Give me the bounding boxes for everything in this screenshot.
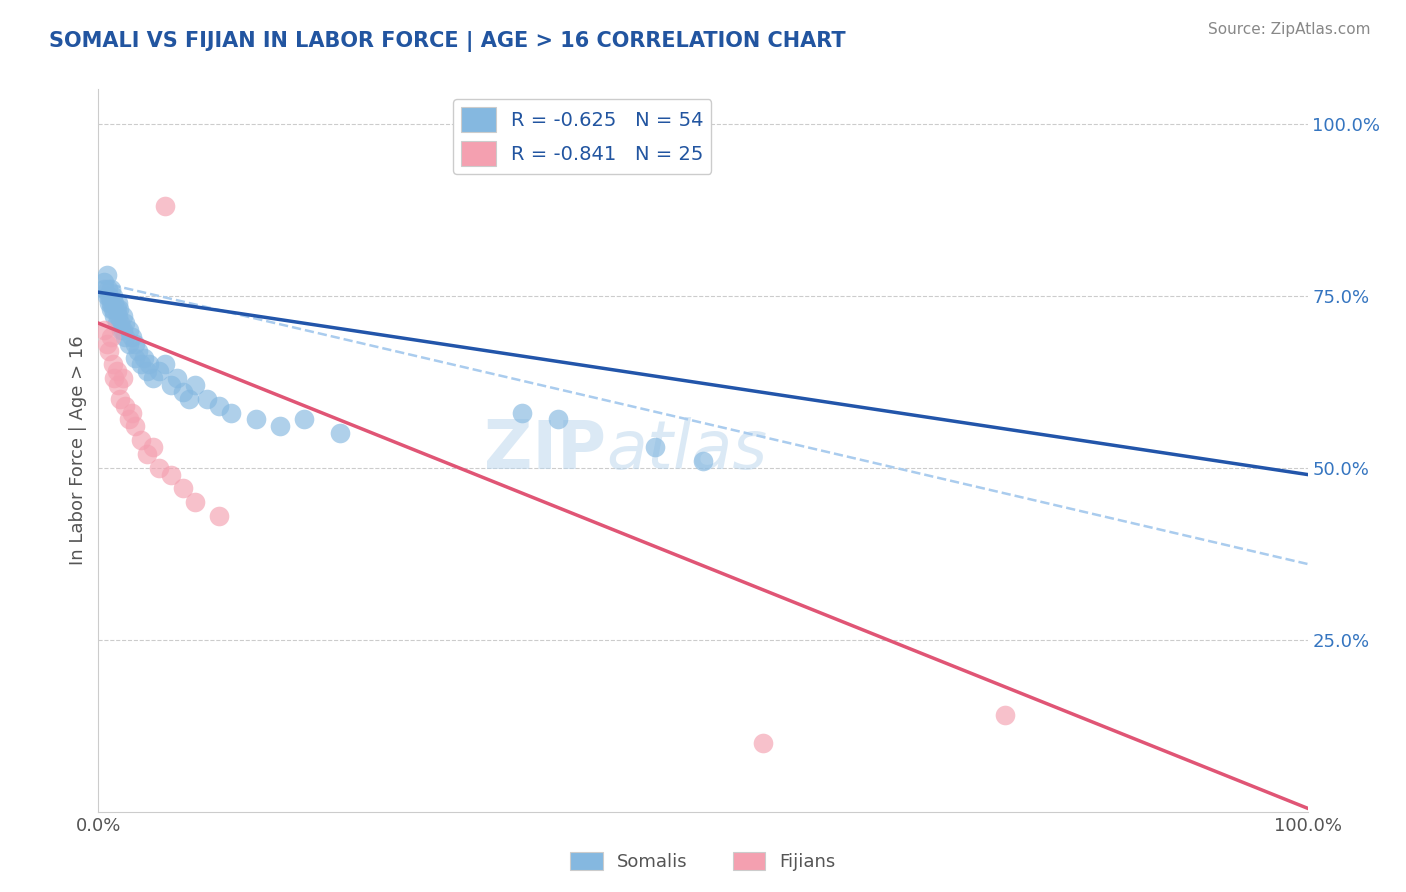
Point: [100, 330, 122, 344]
Point: [111, 371, 134, 385]
Point: [135, 447, 157, 461]
Point: [269, 419, 291, 434]
Point: [994, 708, 1017, 723]
Text: Source: ZipAtlas.com: Source: ZipAtlas.com: [1208, 22, 1371, 37]
Point: [160, 378, 183, 392]
Point: [172, 481, 194, 495]
Point: [114, 330, 136, 344]
Point: [96, 268, 118, 282]
Point: [108, 392, 131, 406]
Point: [103, 310, 125, 324]
Point: [108, 302, 131, 317]
Point: [101, 288, 124, 302]
Text: atlas: atlas: [606, 417, 768, 483]
Point: [110, 323, 132, 337]
Point: [98, 288, 121, 302]
Point: [245, 412, 267, 426]
Point: [135, 364, 157, 378]
Point: [134, 351, 156, 365]
Point: [127, 343, 149, 358]
Point: [107, 295, 129, 310]
Point: [292, 412, 315, 426]
Point: [103, 371, 125, 385]
Point: [111, 323, 134, 337]
Text: SOMALI VS FIJIAN IN LABOR FORCE | AGE > 16 CORRELATION CHART: SOMALI VS FIJIAN IN LABOR FORCE | AGE > …: [49, 31, 846, 53]
Legend: R = -0.625   N = 54, R = -0.841   N = 25: R = -0.625 N = 54, R = -0.841 N = 25: [453, 99, 711, 174]
Point: [107, 310, 129, 324]
Point: [195, 392, 218, 406]
Point: [108, 316, 131, 330]
Point: [692, 454, 714, 468]
Point: [166, 371, 188, 385]
Legend: Somalis, Fijians: Somalis, Fijians: [562, 845, 844, 879]
Point: [98, 295, 121, 310]
Point: [184, 495, 207, 509]
Point: [142, 440, 165, 454]
Point: [103, 295, 125, 310]
Point: [221, 406, 243, 420]
Point: [121, 406, 143, 420]
Point: [100, 282, 122, 296]
Point: [142, 371, 165, 385]
Point: [124, 336, 146, 351]
Point: [105, 302, 128, 317]
Point: [105, 316, 128, 330]
Point: [118, 323, 141, 337]
Point: [101, 302, 124, 317]
Y-axis label: In Labor Force | Age > 16: In Labor Force | Age > 16: [69, 335, 87, 566]
Point: [114, 316, 136, 330]
Point: [100, 302, 122, 317]
Point: [118, 412, 141, 426]
Point: [129, 358, 152, 372]
Point: [100, 295, 122, 310]
Text: ZIP: ZIP: [484, 417, 606, 483]
Point: [153, 358, 176, 372]
Point: [96, 288, 118, 302]
Point: [547, 412, 569, 426]
Point: [153, 199, 176, 213]
Point: [172, 384, 194, 399]
Point: [93, 323, 115, 337]
Point: [510, 406, 533, 420]
Point: [111, 310, 134, 324]
Point: [208, 399, 231, 413]
Point: [644, 440, 666, 454]
Point: [179, 392, 201, 406]
Point: [105, 364, 128, 378]
Point: [107, 378, 129, 392]
Point: [124, 419, 146, 434]
Point: [96, 336, 118, 351]
Point: [148, 460, 170, 475]
Point: [752, 736, 775, 750]
Point: [208, 508, 231, 523]
Point: [124, 351, 146, 365]
Point: [98, 343, 121, 358]
Point: [129, 433, 152, 447]
Point: [93, 275, 115, 289]
Point: [138, 358, 160, 372]
Point: [329, 426, 352, 441]
Point: [121, 330, 143, 344]
Point: [101, 358, 124, 372]
Point: [160, 467, 183, 482]
Point: [114, 399, 136, 413]
Point: [184, 378, 207, 392]
Point: [93, 282, 115, 296]
Point: [148, 364, 170, 378]
Point: [118, 336, 141, 351]
Point: [97, 282, 120, 296]
